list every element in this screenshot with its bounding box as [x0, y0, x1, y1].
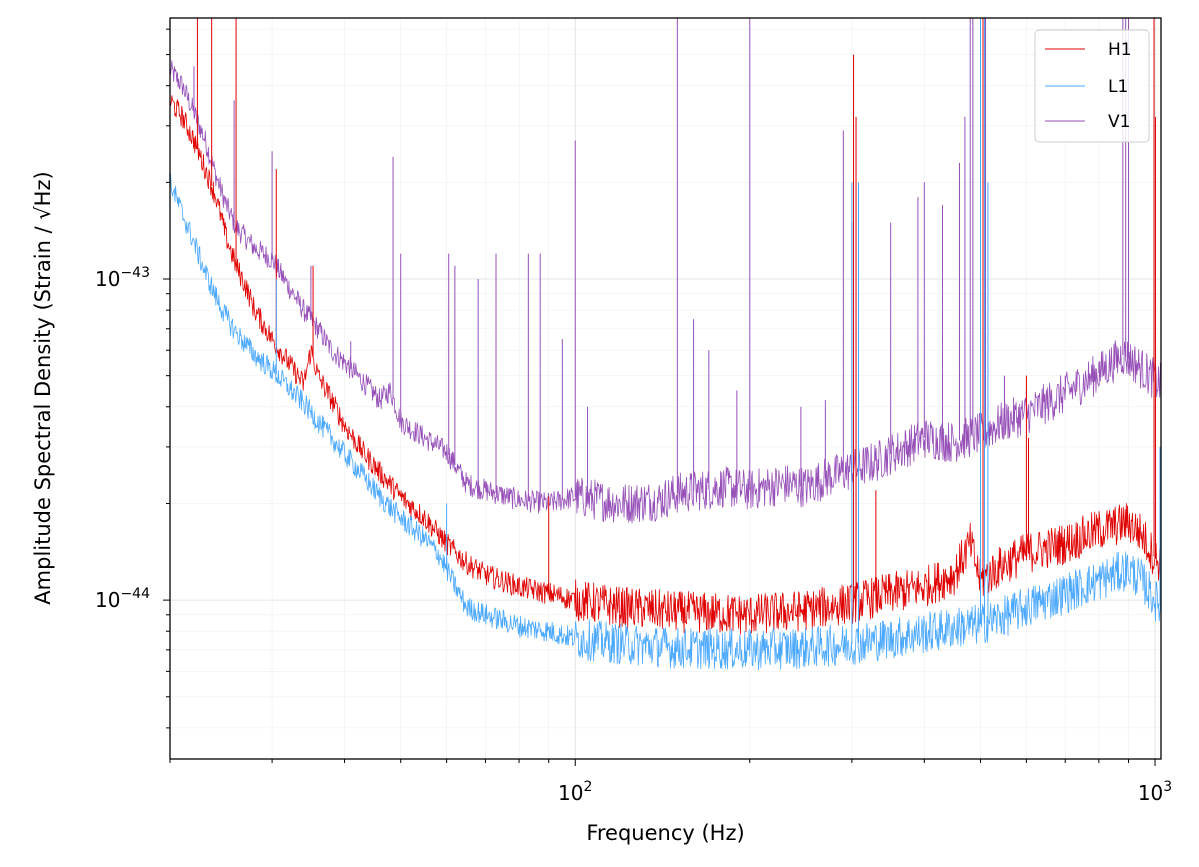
- ticks: 102 103 10−44 10−43: [95, 28, 1172, 805]
- x-axis-label: Frequency (Hz): [586, 821, 744, 845]
- y-tick-label: 10−43: [95, 265, 150, 291]
- x-tick-label: 103: [1138, 779, 1172, 805]
- x-tick-label: 102: [558, 779, 592, 805]
- y-axis-label: Amplitude Spectral Density (Strain / √Hz…: [31, 171, 55, 604]
- series-line-l1: [170, 173, 1161, 671]
- series-line-h1: [170, 95, 1161, 635]
- legend: H1 L1 V1: [1034, 29, 1150, 143]
- series-line-v1: [170, 60, 1161, 524]
- plot-frame: [169, 17, 1162, 760]
- y-tick-label: 10−44: [95, 586, 150, 612]
- legend-label-h1: H1: [1108, 40, 1132, 60]
- legend-box: [1034, 29, 1150, 143]
- legend-label-v1: V1: [1108, 112, 1130, 132]
- series-group: [170, 18, 1161, 671]
- legend-label-l1: L1: [1108, 77, 1128, 97]
